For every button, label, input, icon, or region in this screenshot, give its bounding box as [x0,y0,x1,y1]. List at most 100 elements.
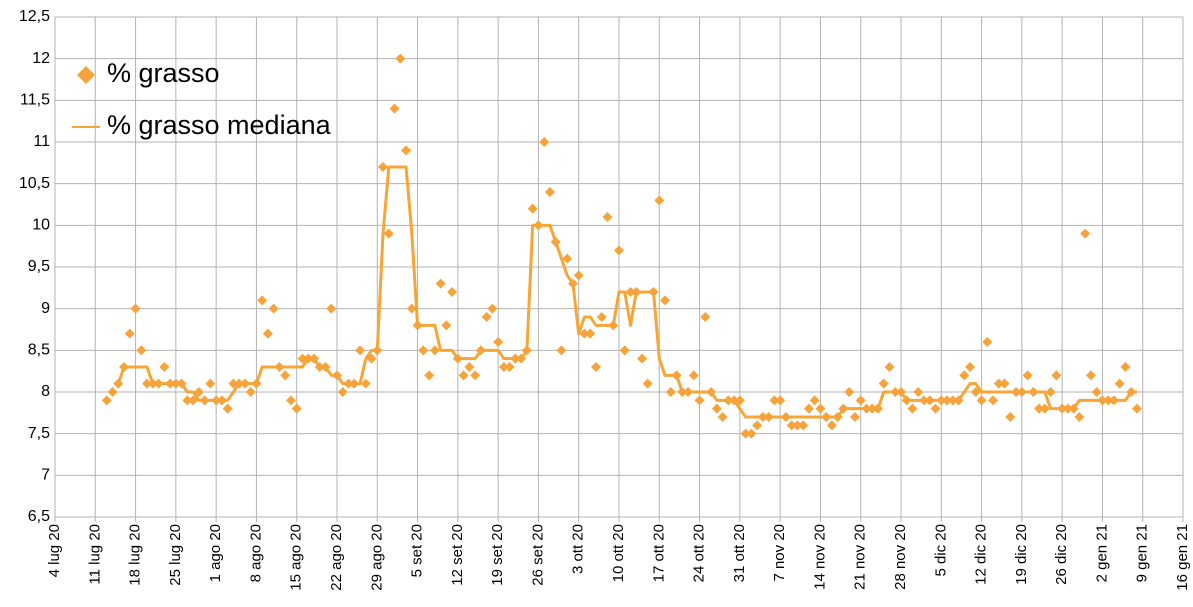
data-point [1131,403,1142,414]
data-point [516,353,527,364]
data-point [401,145,412,156]
data-point [107,387,118,397]
data-point [101,395,112,406]
data-point [320,362,331,372]
data-point [734,395,745,406]
data-point [625,287,636,297]
data-point [936,395,947,406]
data-point [1114,378,1125,389]
data-point [429,345,440,356]
data-point [694,395,705,406]
data-point [1034,403,1045,414]
data-point [193,387,204,397]
y-tick-label: 10,5 [19,175,50,192]
data-point [527,203,538,214]
data-point [544,187,555,197]
data-point [585,328,596,339]
data-point [303,353,314,364]
data-point [441,320,452,331]
data-point [700,312,711,322]
data-point [596,312,607,322]
x-tick-label: 24 ott 20 [691,524,708,582]
data-point [976,395,987,406]
data-point [1062,403,1073,414]
data-point [855,395,866,406]
data-point [308,353,319,364]
data-point [884,362,895,372]
data-point [1051,370,1062,381]
x-tick-label: 11 lug 20 [86,524,103,585]
data-point [378,162,389,172]
data-point [872,403,883,414]
data-point [717,412,728,422]
y-tick-label: 9,5 [28,258,50,275]
data-point [930,403,941,414]
data-point [389,103,400,114]
data-point [706,387,717,397]
data-point [406,303,417,314]
data-point [458,370,469,381]
x-tick-label: 31 ott 20 [731,524,748,582]
x-tick-label: 19 dic 20 [1013,524,1030,585]
y-tick-label: 11,5 [20,92,50,109]
x-tick-label: 25 lug 20 [167,524,184,586]
x-tick-label: 26 set 20 [529,524,546,586]
data-point [809,395,820,406]
data-point [838,403,849,414]
y-tick-label: 10 [32,217,50,234]
data-point [988,395,999,406]
data-point [959,370,970,381]
data-point [798,420,809,431]
data-point [216,395,227,406]
data-point [355,345,366,356]
data-point [890,387,901,397]
data-point [268,303,279,314]
data-point [452,353,463,364]
data-point [637,353,648,364]
data-point [349,378,360,389]
legend: % grasso % grasso mediana [72,58,332,140]
x-tick-label: 4 lug 20 [46,524,63,577]
data-point [418,345,429,356]
data-point [435,278,446,289]
legend-label: % grasso mediana [107,110,332,140]
x-tick-label: 29 ago 20 [368,524,385,591]
y-tick-label: 11 [33,133,50,150]
data-point [861,403,872,414]
data-point [343,378,354,389]
data-point [539,137,550,147]
x-tick-label: 14 nov 20 [811,524,828,590]
data-point [1057,403,1068,414]
data-point [942,395,953,406]
data-point [291,403,302,414]
x-tick-label: 16 gen 21 [1174,524,1191,591]
data-point [826,420,837,431]
data-point [786,420,797,431]
data-point [1080,228,1091,239]
data-point [757,412,768,422]
data-point [683,387,694,397]
data-point [953,395,964,406]
data-point [498,362,509,372]
data-point [769,395,780,406]
data-point [619,345,630,356]
x-tick-label: 1 ago 20 [207,524,224,582]
data-point [1005,412,1016,422]
data-point [262,328,273,339]
data-point [648,287,659,297]
data-point [579,328,590,339]
x-tick-label: 26 dic 20 [1053,524,1070,585]
data-point [493,337,504,347]
data-point [999,378,1010,389]
data-point [671,370,682,381]
data-point [896,387,906,397]
data-point [965,362,976,372]
data-point [130,303,141,314]
x-tick-label: 10 ott 20 [610,524,627,582]
x-tick-label: 15 ago 20 [288,524,305,591]
data-point [752,420,763,431]
y-tick-label: 9 [41,300,50,317]
data-point [124,328,135,339]
data-point [867,403,878,414]
